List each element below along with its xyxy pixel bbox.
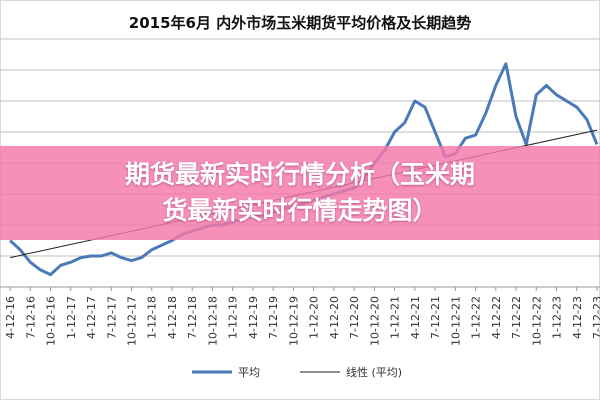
x-tick-label: 10-12-21 — [449, 296, 462, 346]
x-tick-label: 4-12-17 — [85, 296, 98, 339]
x-tick-label: 7-12-16 — [24, 296, 37, 339]
x-tick-label: 10-12-22 — [530, 296, 543, 346]
x-tick-label: 1-12-21 — [389, 296, 402, 339]
chart-title: 2015年6月 内外市场玉米期货平均价格及长期趋势 — [129, 14, 471, 32]
x-tick-label: 1-12-23 — [551, 296, 564, 339]
x-tick-label: 4-12-23 — [571, 296, 584, 339]
x-tick-label: 7-12-18 — [186, 296, 199, 339]
x-tick-label: 7-12-17 — [105, 296, 118, 339]
x-tick-label: 4-12-20 — [328, 296, 341, 339]
x-tick-label: 1-12-17 — [65, 296, 78, 339]
banner-line: 货最新实时行情走势图） — [162, 196, 438, 225]
x-tick-label: 1-12-22 — [470, 296, 483, 339]
x-tick-label: 1-12-20 — [308, 296, 321, 339]
x-tick-label: 10-12-19 — [287, 296, 300, 346]
x-tick-label: 1-12-18 — [146, 296, 159, 339]
x-tick-label: 4-12-19 — [247, 296, 260, 339]
x-tick-label: 7-12-22 — [510, 296, 523, 339]
x-tick-label: 7-12-23 — [591, 296, 600, 339]
x-tick-label: 4-12-21 — [409, 296, 422, 339]
banner-line: 期货最新实时行情分析（玉米期 — [124, 160, 475, 189]
legend-label: 线性 (平均) — [346, 365, 402, 379]
overlay-banner: 期货最新实时行情分析（玉米期 货最新实时行情走势图） — [0, 146, 600, 240]
x-tick-label: 1-12-19 — [227, 296, 240, 339]
x-tick-label: 4-12-16 — [4, 296, 17, 339]
x-tick-label: 10-12-16 — [45, 296, 58, 346]
x-tick-label: 7-12-21 — [429, 296, 442, 339]
x-tick-label: 10-12-18 — [206, 296, 219, 346]
x-tick-label: 10-12-17 — [125, 296, 138, 346]
x-tick-label: 7-12-20 — [348, 296, 361, 339]
x-tick-label: 4-12-22 — [490, 296, 503, 339]
legend-label: 平均 — [238, 366, 260, 379]
x-tick-label: 4-12-18 — [166, 296, 179, 339]
x-tick-label: 10-12-20 — [368, 296, 381, 346]
x-tick-label: 7-12-19 — [267, 296, 280, 339]
